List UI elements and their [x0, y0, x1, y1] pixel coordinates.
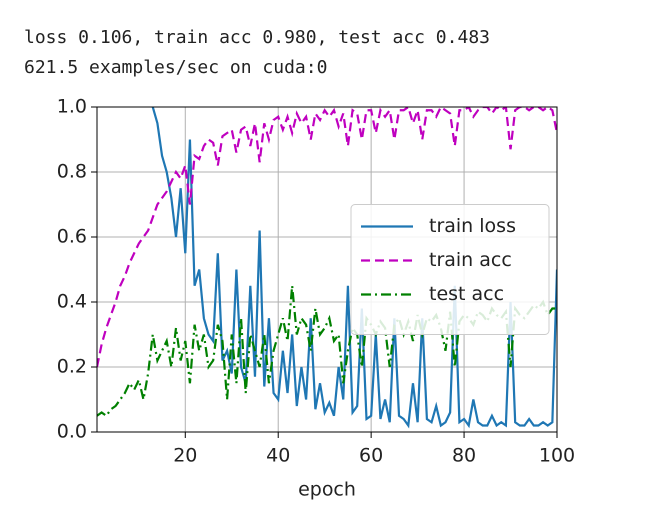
plot-frame [96, 106, 558, 433]
y-tick-label: 0.4 [57, 291, 87, 313]
status-line: loss 0.106, train acc 0.980, test acc 0.… [24, 27, 490, 48]
y-tick-label: 1.0 [57, 96, 87, 118]
y-tick-label: 0.8 [57, 161, 87, 183]
series-line [97, 107, 557, 368]
x-tick-label: 80 [452, 445, 476, 467]
y-tick-label: 0.6 [57, 226, 87, 248]
legend-label: train acc [429, 249, 512, 271]
x-tick-label: 20 [173, 445, 197, 467]
y-tick-label: 0.2 [57, 356, 87, 378]
status-line: 621.5 examples/sec on cuda:0 [24, 57, 327, 78]
y-tick-label: 0.0 [57, 421, 87, 443]
x-tick-label: 100 [539, 445, 575, 467]
x-tick-label: 40 [266, 445, 290, 467]
x-tick-label: 60 [359, 445, 383, 467]
series-line [151, 107, 557, 429]
legend-label: test acc [429, 283, 504, 305]
legend-label: train loss [429, 215, 516, 237]
x-axis-label: epoch [298, 479, 356, 501]
legend-box [350, 204, 550, 335]
